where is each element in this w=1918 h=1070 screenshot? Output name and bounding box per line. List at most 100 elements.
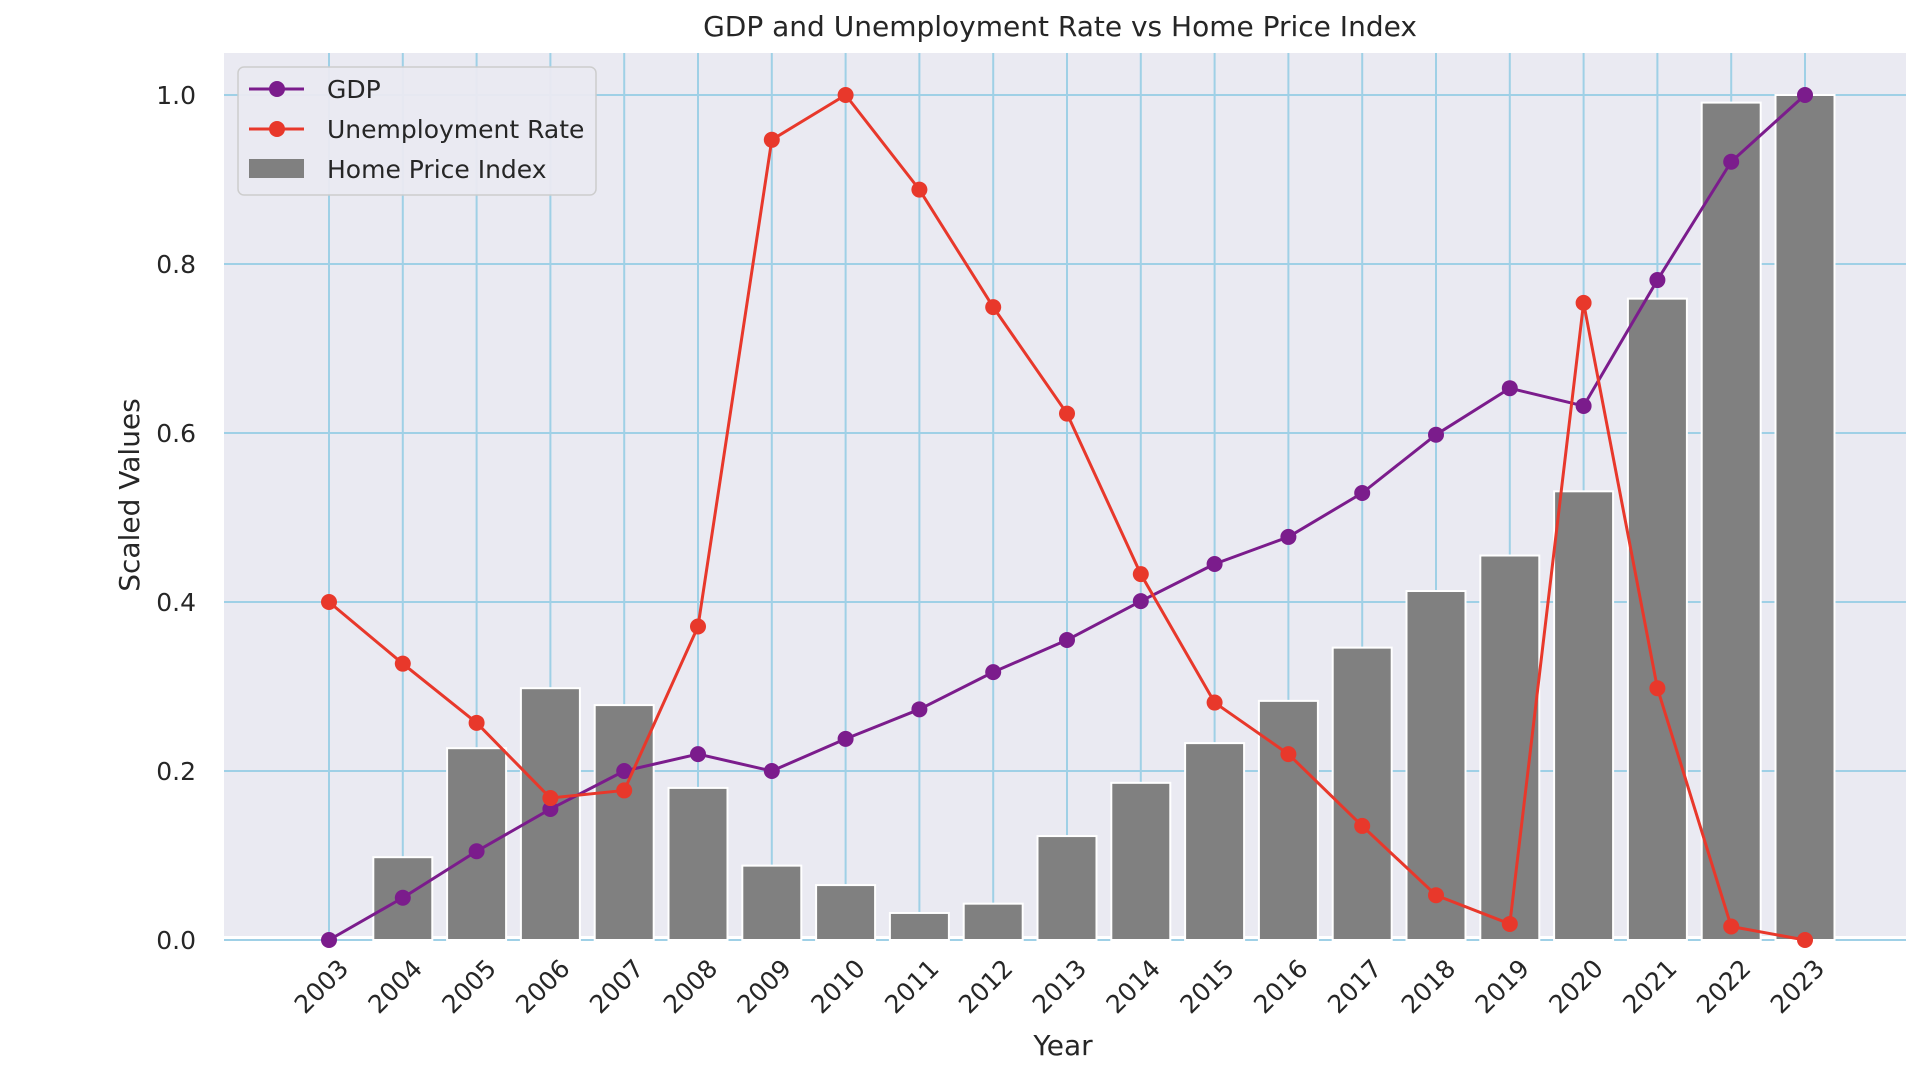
legend-unemployment-marker [269,121,285,137]
x-tick-label: 2023 [1765,954,1830,1019]
x-tick-label: 2018 [1396,954,1461,1019]
x-tick-label: 2014 [1101,954,1166,1019]
bar [815,884,877,942]
bar [1626,297,1688,941]
series-point-0 [321,932,337,948]
series-point-1 [1059,405,1075,422]
y-axis: 0.0 0.2 0.4 0.6 0.8 1.0 [156,81,196,955]
series-point-1 [1132,566,1149,583]
series-point-0 [1575,397,1592,414]
x-axis: 2003 2004 2005 2006 2007 2008 2009 2010 2011 2012… [289,954,1830,1019]
series-point-0 [1354,484,1371,501]
x-tick-label: 2017 [1322,954,1387,1019]
bar [1405,590,1467,941]
series-point-1 [542,790,559,807]
series-point-0 [911,701,928,718]
series-point-0 [616,763,633,779]
y-tick-label: 0.2 [156,757,196,786]
y-tick-label: 0.6 [156,419,196,448]
series-point-0 [985,664,1002,681]
bar [1700,101,1762,942]
bar [1774,94,1836,941]
series-point-1 [1280,746,1297,763]
legend-home-price-label: Home Price Index [327,155,547,184]
y-axis-label: Scaled Values [113,398,146,591]
y-tick-label: 1.0 [156,81,196,110]
x-tick-label: 2005 [436,954,501,1019]
x-tick-label: 2008 [658,954,723,1019]
series-point-0 [1280,528,1297,545]
series-point-0 [1723,153,1740,170]
legend-home-price-swatch [249,159,304,178]
series-point-1 [911,181,928,198]
series-point-1 [837,87,854,103]
bar [1257,699,1319,941]
x-tick-label: 2010 [805,954,870,1019]
legend-unemployment-label: Unemployment Rate [327,115,584,144]
bar [741,864,803,942]
series-point-0 [690,746,706,763]
series-point-0 [1797,87,1813,103]
bar [667,786,729,942]
x-tick-label: 2003 [289,954,354,1019]
legend-gdp-label: GDP [327,75,381,104]
legend-gdp-marker [269,81,285,97]
bar [888,911,950,942]
legend-frame [237,66,597,196]
x-tick-label: 2021 [1617,954,1682,1019]
series-point-0 [763,763,780,779]
series-point-1 [1649,680,1666,697]
bar [1184,742,1246,941]
series-point-0 [468,843,485,860]
x-tick-label: 2013 [1027,954,1092,1019]
series-point-0 [1428,426,1444,443]
series-point-1 [1206,694,1223,711]
x-tick-label: 2016 [1248,954,1313,1019]
series-point-1 [1797,932,1813,948]
bar [1110,781,1172,942]
series-point-1 [616,782,633,799]
bar [1036,835,1098,941]
bar [1553,490,1615,941]
y-tick-label: 0.0 [156,926,196,955]
series-point-0 [1059,632,1075,649]
series-point-1 [1723,918,1740,935]
x-tick-label: 2012 [953,954,1018,1019]
series-point-0 [1649,272,1666,289]
bar [962,902,1024,941]
y-tick-label: 0.4 [156,588,196,617]
x-tick-label: 2020 [1543,954,1608,1019]
series-point-0 [1132,593,1149,610]
x-tick-label: 2006 [510,954,575,1019]
series-point-1 [1354,817,1371,834]
series-point-0 [1206,555,1223,572]
x-tick-label: 2022 [1691,954,1756,1019]
series-point-0 [837,730,854,747]
series-point-1 [985,299,1002,316]
x-tick-label: 2011 [879,954,944,1019]
series-point-1 [321,594,337,610]
y-tick-label: 0.8 [156,250,196,279]
x-tick-label: 2015 [1174,954,1239,1019]
x-axis-label: Year [1032,1029,1093,1062]
series-point-0 [394,889,411,906]
x-tick-label: 2009 [732,954,797,1019]
bars [372,94,1836,942]
lines [321,87,1813,948]
series-point-0 [542,801,559,818]
series-point-1 [1501,915,1518,932]
series-point-0 [1501,380,1518,397]
series-point-1 [1575,294,1592,311]
series-point-1 [690,618,706,635]
x-tick-label: 2019 [1470,954,1535,1019]
series-point-1 [394,655,411,672]
bar [1331,646,1393,941]
x-tick-label: 2004 [363,954,428,1019]
x-tick-label: 2007 [584,954,649,1019]
legend: GDP Unemployment Rate Home Price Index [237,66,597,196]
series-point-1 [1428,887,1444,904]
series-point-1 [468,714,485,731]
bar [593,704,655,942]
series-point-1 [763,131,780,148]
